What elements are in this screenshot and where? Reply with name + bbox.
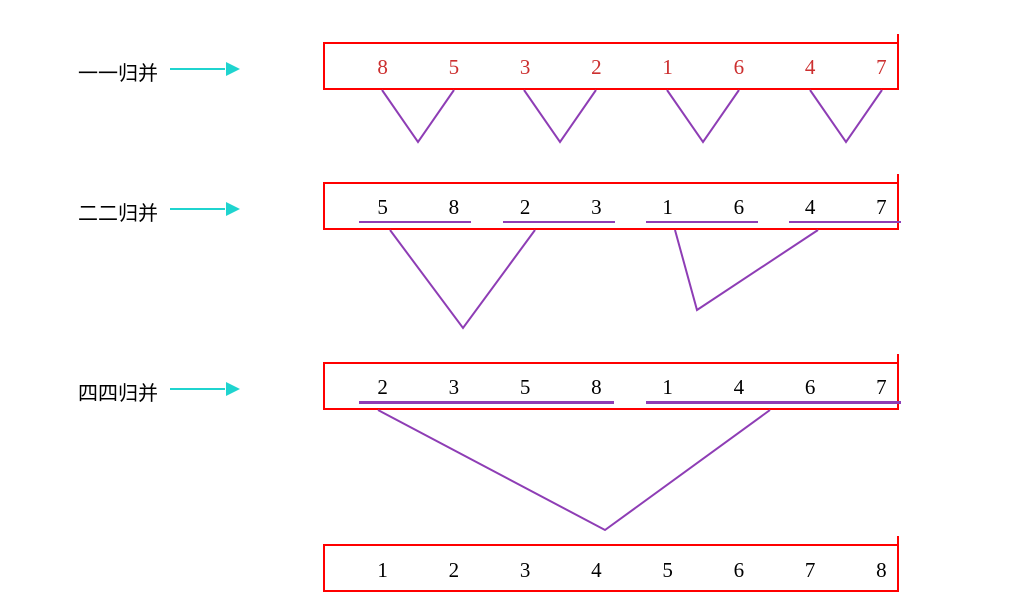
underline-r2-p1 [503,221,615,223]
cell-r2-3: 3 [561,195,632,220]
cell-r3-5: 4 [703,375,774,400]
cell-r4-3: 4 [561,558,632,583]
box-tick [897,354,899,364]
merge-row3 [378,410,770,530]
cell-r3-6: 6 [775,375,846,400]
arrow-head-icon [226,62,240,76]
cell-r2-6: 4 [775,195,846,220]
box-tick [897,34,899,44]
cell-r4-2: 3 [490,558,561,583]
cell-r2-1: 8 [418,195,489,220]
arrow-stage-2 [170,202,240,216]
stage-3-label: 四四归并 [78,377,158,406]
cell-r4-0: 1 [347,558,418,583]
underline-r3-g0 [359,401,614,404]
cell-r1-5: 6 [703,55,774,80]
cell-r1-6: 4 [775,55,846,80]
cell-r3-1: 3 [418,375,489,400]
cell-r4-4: 5 [632,558,703,583]
merge-lines-svg [0,0,1031,613]
arrow-line [170,388,225,390]
cell-r1-7: 7 [846,55,917,80]
arrow-stage-3 [170,382,240,396]
underline-r2-p0 [359,221,471,223]
cell-r2-0: 5 [347,195,418,220]
cell-r4-5: 6 [703,558,774,583]
arrow-head-icon [226,382,240,396]
cell-r3-3: 8 [561,375,632,400]
underline-r3-g1 [646,401,901,404]
arrow-line [170,68,225,70]
cell-r2-5: 6 [703,195,774,220]
cell-r4-7: 8 [846,558,917,583]
cell-r2-4: 1 [632,195,703,220]
arrow-line [170,208,225,210]
cell-r4-1: 2 [418,558,489,583]
row-4: 1 2 3 4 5 6 7 8 [347,558,917,583]
box-tick [897,174,899,184]
cell-r1-2: 3 [490,55,561,80]
cell-r3-0: 2 [347,375,418,400]
row-2: 5 8 2 3 1 6 4 7 [347,195,917,220]
underline-r2-p2 [646,221,758,223]
underline-r2-p3 [789,221,901,223]
box-tick [897,536,899,546]
cell-r1-1: 5 [418,55,489,80]
row-1: 8 5 3 2 1 6 4 7 [347,55,917,80]
arrow-stage-1 [170,62,240,76]
arrow-head-icon [226,202,240,216]
cell-r1-3: 2 [561,55,632,80]
cell-r3-4: 1 [632,375,703,400]
row-3: 2 3 5 8 1 4 6 7 [347,375,917,400]
stage-1-label: 一一归并 [78,57,158,86]
stage-2-label: 二二归并 [78,197,158,226]
merge-row2 [390,230,818,328]
cell-r4-6: 7 [775,558,846,583]
cell-r2-2: 2 [490,195,561,220]
cell-r1-4: 1 [632,55,703,80]
cell-r3-2: 5 [490,375,561,400]
merge-row1 [382,90,882,142]
cell-r3-7: 7 [846,375,917,400]
cell-r1-0: 8 [347,55,418,80]
cell-r2-7: 7 [846,195,917,220]
